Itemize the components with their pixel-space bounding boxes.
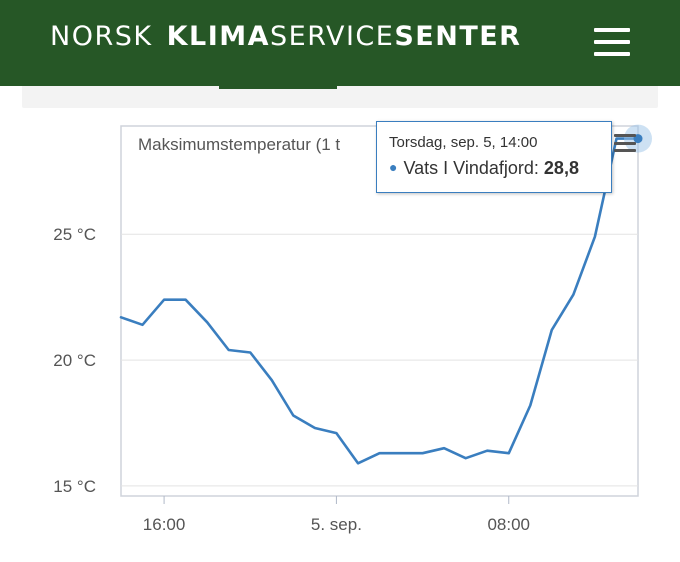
tooltip-series-name: Vats I Vindafjord — [403, 158, 534, 178]
chart-context-menu-icon[interactable] — [614, 134, 636, 152]
hamburger-menu-icon[interactable] — [594, 28, 630, 56]
tooltip-date: Torsdag, sep. 5, 14:00 — [389, 134, 538, 151]
brand-word-service: SERVICE — [270, 21, 395, 52]
brand-word-klima: KLIMA — [166, 21, 270, 52]
y-tick-label: 25 °C — [53, 225, 96, 244]
site-logo[interactable]: NORSK KLIMASERVICESENTER — [50, 20, 521, 54]
active-tab-indicator — [219, 86, 337, 89]
series-marker-icon: ● — [389, 159, 398, 175]
site-header: NORSK KLIMASERVICESENTER — [0, 0, 680, 86]
brand-word-senter: SENTER — [394, 21, 522, 52]
chart-tooltip: Torsdag, sep. 5, 14:00 ● Vats I Vindafjor… — [376, 121, 612, 193]
x-tick-label: 08:00 — [487, 515, 530, 534]
tooltip-series-line: ● Vats I Vindafjord: 28,8 — [389, 158, 579, 179]
y-tick-label: 15 °C — [53, 477, 96, 496]
tooltip-value: 28,8 — [543, 158, 579, 178]
series-line — [119, 137, 640, 465]
temperature-chart: 15 °C 20 °C 25 °C 16:00 5. sep. 08:00 Maksimum… — [53, 124, 652, 534]
tooltip-separator: : — [533, 158, 539, 178]
brand-word-norsk: NORSK — [50, 21, 153, 52]
tab-bar — [22, 86, 658, 108]
y-tick-label: 20 °C — [53, 351, 96, 370]
x-tick-label: 16:00 — [143, 515, 186, 534]
x-tick-label: 5. sep. — [311, 515, 362, 534]
chart-title: Maksimumstemperatur (1 t — [138, 135, 340, 154]
